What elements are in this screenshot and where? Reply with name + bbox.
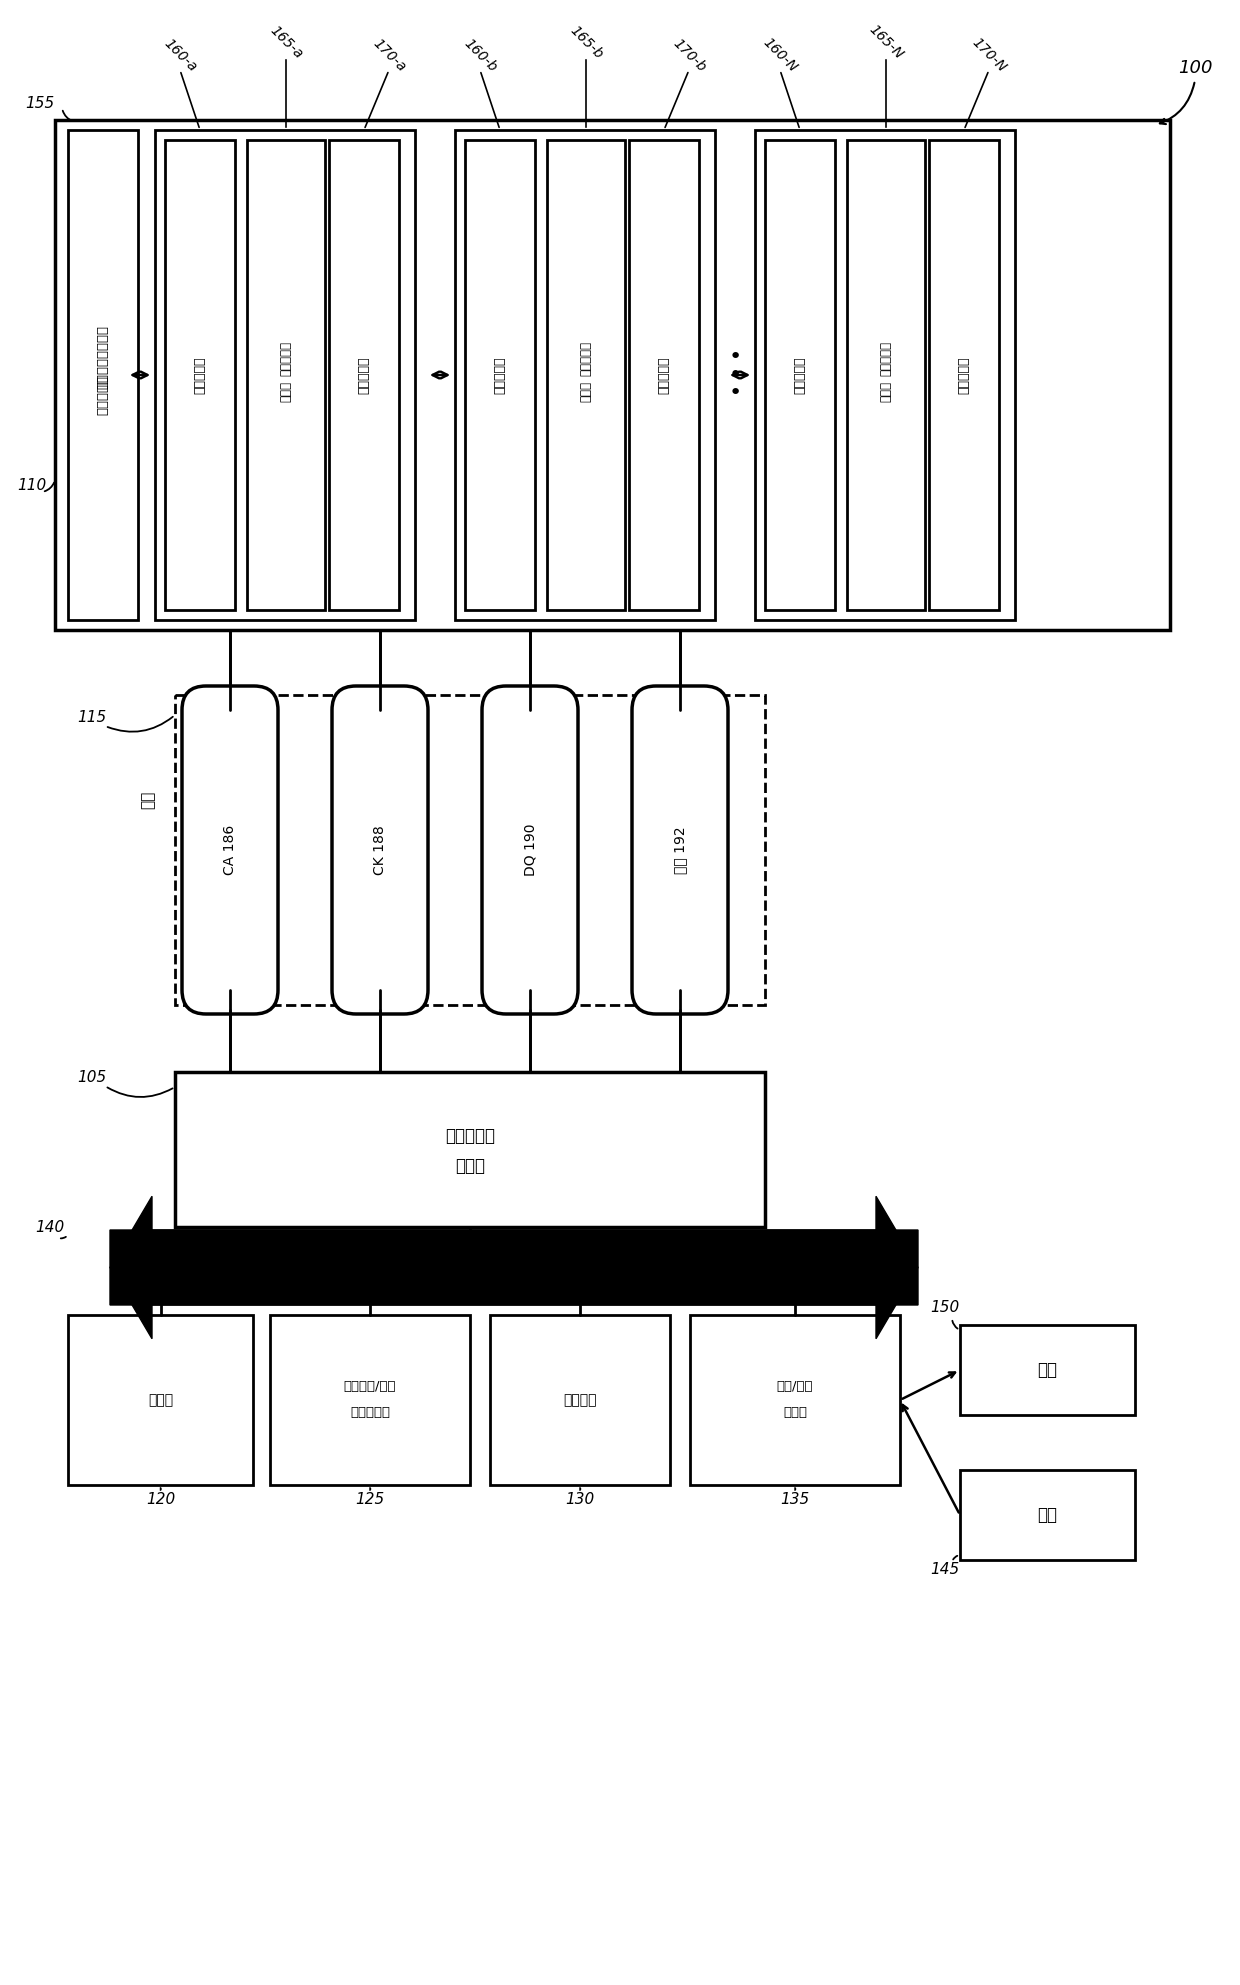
Text: 125: 125 — [356, 1493, 384, 1507]
FancyBboxPatch shape — [482, 687, 578, 1014]
FancyBboxPatch shape — [182, 687, 278, 1014]
Text: 155: 155 — [26, 95, 55, 111]
Text: 100: 100 — [1178, 60, 1213, 77]
Text: 控制器: 控制器 — [279, 381, 293, 401]
Text: 110: 110 — [17, 478, 47, 492]
Text: 160-b: 160-b — [461, 36, 500, 73]
Bar — [755, 129, 1016, 619]
Bar — [270, 1314, 470, 1485]
Text: 存储器阵列: 存储器阵列 — [357, 355, 371, 393]
Text: 165-b: 165-b — [567, 22, 605, 62]
FancyArrow shape — [110, 1197, 918, 1338]
Text: 出系统组件: 出系统组件 — [350, 1405, 391, 1419]
Text: 控制器: 控制器 — [455, 1157, 485, 1175]
Text: 140: 140 — [36, 1221, 64, 1235]
Text: 存储器裸片: 存储器裸片 — [494, 355, 506, 393]
Text: 控制器: 控制器 — [879, 381, 893, 401]
Text: 本地存储器: 本地存储器 — [879, 341, 893, 377]
Bar — [68, 1314, 253, 1485]
Text: 165-N: 165-N — [867, 22, 905, 62]
Text: 输出: 输出 — [1038, 1362, 1058, 1380]
Text: 105: 105 — [77, 1070, 107, 1086]
FancyBboxPatch shape — [332, 687, 428, 1014]
Text: 170-b: 170-b — [670, 36, 708, 73]
Bar — [155, 129, 415, 619]
Text: 170-a: 170-a — [370, 36, 408, 73]
Text: 控制器: 控制器 — [579, 381, 593, 401]
Text: 存储器裸片: 存储器裸片 — [794, 355, 806, 393]
Bar — [68, 129, 138, 619]
Text: DQ 190: DQ 190 — [523, 824, 537, 875]
Text: 本地存储器: 本地存储器 — [279, 341, 293, 377]
Bar — [689, 1314, 900, 1485]
Text: 135: 135 — [780, 1493, 810, 1507]
Bar — [929, 141, 999, 609]
Text: 存储器阵列: 存储器阵列 — [657, 355, 671, 393]
Text: 160-a: 160-a — [161, 36, 200, 73]
Bar — [175, 695, 765, 1004]
Bar — [629, 141, 699, 609]
Text: 控制器: 控制器 — [782, 1405, 807, 1419]
Bar — [765, 141, 835, 609]
Bar — [465, 141, 534, 609]
Text: 其它 192: 其它 192 — [673, 826, 687, 873]
Text: 存储器阵列: 存储器阵列 — [957, 355, 971, 393]
Text: 输入: 输入 — [1038, 1507, 1058, 1524]
Text: CK 188: CK 188 — [373, 826, 387, 875]
Bar — [455, 129, 715, 619]
Text: 处理器: 处理器 — [148, 1393, 174, 1407]
Text: 输入/输出: 输入/输出 — [776, 1380, 813, 1393]
Text: 160-N: 160-N — [760, 36, 800, 75]
Text: 115: 115 — [77, 711, 107, 725]
Text: •: • — [728, 347, 742, 367]
Bar — [175, 1072, 765, 1227]
Text: 120: 120 — [146, 1493, 175, 1507]
Bar — [847, 141, 925, 609]
Text: 本地存储器: 本地存储器 — [579, 341, 593, 377]
Text: 装置存储器控制器: 装置存储器控制器 — [97, 326, 109, 389]
Text: 信道: 信道 — [140, 790, 155, 810]
Text: 165-a: 165-a — [267, 24, 305, 62]
Text: 150: 150 — [930, 1300, 960, 1316]
Bar — [247, 141, 325, 609]
Text: 存储器裸片: 存储器裸片 — [193, 355, 207, 393]
Text: •: • — [728, 383, 742, 403]
Bar — [960, 1326, 1135, 1415]
Bar — [55, 119, 1171, 629]
Bar — [960, 1471, 1135, 1560]
Text: CA 186: CA 186 — [223, 826, 237, 875]
Text: 130: 130 — [565, 1493, 595, 1507]
Text: 外部存储器: 外部存储器 — [445, 1127, 495, 1145]
FancyBboxPatch shape — [632, 687, 728, 1014]
FancyArrow shape — [110, 1197, 918, 1338]
Text: 存储器装置: 存储器装置 — [97, 375, 109, 415]
Bar — [329, 141, 399, 609]
Text: 外围组件: 外围组件 — [563, 1393, 596, 1407]
Bar — [165, 141, 236, 609]
Text: 145: 145 — [930, 1562, 960, 1578]
Bar — [547, 141, 625, 609]
Text: 基本输入/输出: 基本输入/输出 — [343, 1380, 397, 1393]
Text: •: • — [728, 365, 742, 385]
Bar — [490, 1314, 670, 1485]
Text: 170-N: 170-N — [970, 36, 1009, 75]
